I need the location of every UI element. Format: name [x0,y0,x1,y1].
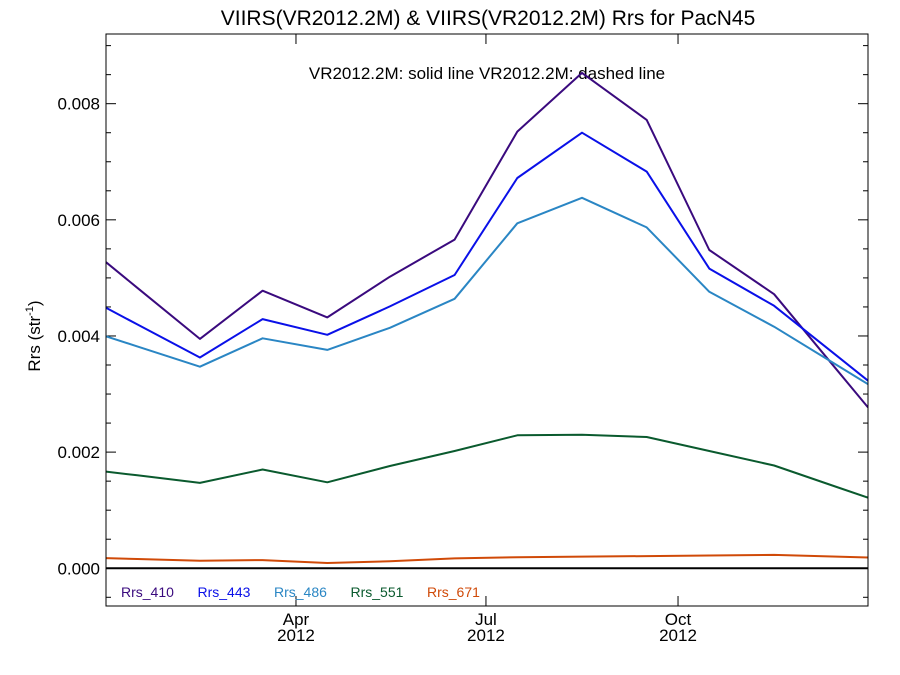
y-tick-label-4: 0.008 [57,95,100,114]
y-axis-label-close: ) [25,300,44,306]
legend-entry-rrs-671: Rrs_671 [427,584,480,600]
y-axis-label-sup: -1 [24,306,36,316]
legend: Rrs_410 Rrs_443 Rrs_486 Rrs_551 Rrs_671 [121,584,480,600]
x-tick-year-1: 2012 [467,626,505,645]
series-line-rrs-486 [106,196,868,386]
x-tick-year-2: 2012 [659,626,697,645]
y-axis-label: Rrs (str-1) [24,300,44,371]
chart-subtitle: VR2012.2M: solid line VR2012.2M: dashed … [309,64,665,83]
y-tick-label-2: 0.004 [57,327,100,346]
legend-entry-rrs-443: Rrs_443 [198,584,251,600]
x-tick-month-2: Oct [665,610,692,629]
legend-entry-rrs-410: Rrs_410 [121,584,174,600]
y-axis-ticks: 0.000 0.002 0.004 0.006 0.008 [57,45,868,598]
y-tick-label-1: 0.002 [57,443,100,462]
x-tick-month-0: Apr [283,610,310,629]
y-tick-label-3: 0.006 [57,211,100,230]
series-line-rrs-671 [106,553,868,564]
x-tick-month-1: Jul [475,610,497,629]
y-tick-label-0: 0.000 [57,559,100,578]
plot-frame [105,33,869,607]
y-axis-label-main: Rrs (str [25,316,44,372]
series-lines [106,71,868,564]
series-line-rrs-443 [106,131,868,382]
x-tick-year-0: 2012 [277,626,315,645]
legend-entry-rrs-486: Rrs_486 [274,584,327,600]
legend-entry-rrs-551: Rrs_551 [351,584,404,600]
series-line-rrs-410 [106,71,868,409]
series-line-rrs-551 [106,433,868,499]
chart-title: VIIRS(VR2012.2M) & VIIRS(VR2012.2M) Rrs … [221,7,756,30]
